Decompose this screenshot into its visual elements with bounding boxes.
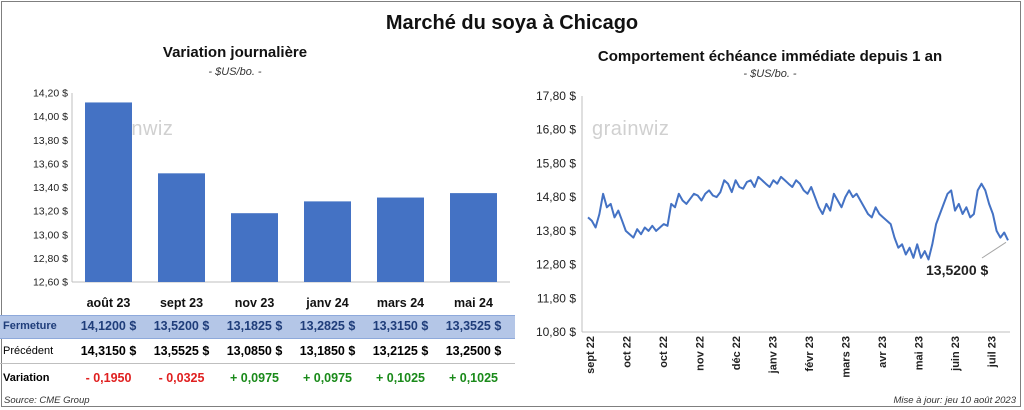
bar-category-label: sept 23 bbox=[160, 296, 203, 310]
table-cell: + 0,0975 bbox=[302, 371, 352, 385]
bar-category-label: mai 24 bbox=[454, 296, 493, 310]
table-cell: 13,5200 $ bbox=[153, 319, 210, 333]
line-y-tick-label: 12,80 $ bbox=[536, 258, 576, 272]
line-y-tick-label: 11,80 $ bbox=[537, 291, 576, 305]
table-cell: + 0,0975 bbox=[229, 371, 279, 385]
right-logo-watermark: grainwiz bbox=[592, 118, 670, 140]
bar-y-tick-label: 13,60 $ bbox=[33, 158, 68, 170]
table-cell: 13,5525 $ bbox=[153, 344, 210, 358]
line-x-tick-label: juin 23 bbox=[950, 336, 962, 372]
bar-y-tick-label: 13,80 $ bbox=[33, 135, 68, 147]
line-y-tick-label: 17,80 $ bbox=[536, 89, 576, 103]
bar bbox=[377, 197, 424, 282]
line-x-tick-label: févr 23 bbox=[804, 336, 816, 371]
line-x-tick-label: déc 22 bbox=[731, 336, 743, 370]
row-label-fermeture: Fermeture bbox=[3, 320, 57, 332]
bar bbox=[304, 201, 351, 282]
table-row-fermeture: Fermeture 14,1200 $ 13,5200 $ 13,1825 $ 13,… bbox=[0, 315, 515, 339]
callout-leader-line bbox=[981, 241, 1007, 259]
bar bbox=[85, 102, 132, 282]
table-cell: - 0,1950 bbox=[85, 371, 132, 385]
table-cell: 13,2825 $ bbox=[299, 319, 356, 333]
line-x-tick-label: mai 23 bbox=[913, 336, 925, 370]
line-x-tick-label: avr 23 bbox=[877, 336, 889, 368]
bar-y-tick-label: 12,60 $ bbox=[33, 277, 68, 289]
bar-y-tick-label: 14,00 $ bbox=[33, 111, 68, 123]
bar bbox=[158, 173, 205, 282]
table-cell: + 0,1025 bbox=[448, 371, 498, 385]
table-cell: 13,2500 $ bbox=[445, 344, 502, 358]
table-cell: + 0,1025 bbox=[375, 371, 425, 385]
bar-category-label: nov 23 bbox=[235, 296, 275, 310]
last-price-callout: 13,5200 $ bbox=[926, 262, 989, 278]
row-label-variation: Variation bbox=[3, 372, 50, 384]
line-y-tick-label: 13,80 $ bbox=[536, 224, 576, 238]
table-cell: 13,3150 $ bbox=[372, 319, 429, 333]
bar bbox=[231, 213, 278, 282]
line-x-tick-label: juil 23 bbox=[986, 336, 998, 368]
price-line bbox=[587, 175, 1009, 261]
line-y-tick-label: 15,80 $ bbox=[536, 156, 576, 170]
table-row-precedent: Précédent 14,3150 $ 13,5525 $ 13,0850 $ 13,… bbox=[0, 341, 515, 364]
line-y-tick-label: 14,80 $ bbox=[536, 190, 576, 204]
bar-category-label: janv 24 bbox=[305, 296, 348, 310]
line-x-tick-label: mars 23 bbox=[840, 336, 852, 378]
page-title: Marché du soya à Chicago bbox=[385, 12, 639, 34]
line-x-tick-label: sept 22 bbox=[585, 336, 597, 374]
table-cell: 13,3525 $ bbox=[445, 319, 502, 333]
line-x-tick-label: oct 22 bbox=[658, 336, 670, 368]
table-cell: 13,1825 $ bbox=[226, 319, 283, 333]
update-note: Mise à jour: jeu 10 août 2023 bbox=[893, 395, 1016, 406]
table-cell: 13,0850 $ bbox=[226, 344, 283, 358]
right-chart-title: Comportement échéance immédiate depuis 1… bbox=[597, 48, 943, 65]
line-x-tick-label: oct 22 bbox=[621, 336, 633, 368]
table-cell: 14,1200 $ bbox=[80, 319, 137, 333]
table-row-variation: Variation - 0,1950 - 0,0325 + 0,0975 + 0,09… bbox=[0, 368, 515, 390]
table-cell: 14,3150 $ bbox=[80, 344, 137, 358]
bar-category-label: mars 24 bbox=[377, 296, 424, 310]
line-x-tick-label: nov 22 bbox=[694, 336, 706, 371]
line-y-tick-label: 10,80 $ bbox=[536, 325, 576, 339]
bar-chart: 12,60 $ 12,80 $ 13,00 $ 13,20 $ 13,40 $ 13,60… bbox=[33, 88, 510, 310]
right-chart-unit: - $US/bo. - bbox=[743, 68, 797, 80]
line-x-tick-label: janv 23 bbox=[767, 336, 779, 374]
bar-y-tick-label: 13,00 $ bbox=[33, 229, 68, 241]
left-chart-title: Variation journalière bbox=[162, 44, 308, 61]
bar-y-tick-label: 14,20 $ bbox=[33, 88, 68, 100]
bar-y-tick-label: 13,40 $ bbox=[33, 182, 68, 194]
table-cell: 13,1850 $ bbox=[299, 344, 356, 358]
line-y-tick-label: 16,80 $ bbox=[536, 123, 576, 137]
row-label-precedent: Précédent bbox=[3, 345, 54, 357]
left-chart-unit: - $US/bo. - bbox=[208, 66, 262, 78]
table-cell: - 0,0325 bbox=[158, 371, 205, 385]
source-note: Source: CME Group bbox=[4, 395, 90, 406]
bar-category-label: août 23 bbox=[87, 296, 131, 310]
bar bbox=[450, 193, 497, 282]
line-chart: 10,80 $ 11,80 $ 12,80 $ 13,80 $ 14,80 $ 15,80… bbox=[536, 89, 1010, 378]
table-cell: 13,2125 $ bbox=[372, 344, 429, 358]
bar-y-tick-label: 12,80 $ bbox=[33, 253, 68, 265]
bar-y-tick-label: 13,20 $ bbox=[33, 206, 68, 218]
